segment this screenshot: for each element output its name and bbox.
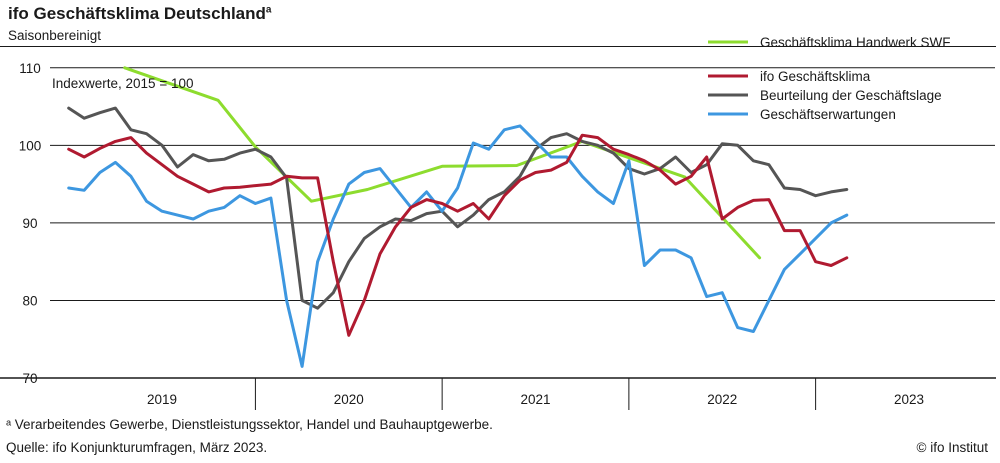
series-line-1 — [67, 133, 849, 337]
copyright: © ifo Institut — [916, 440, 988, 455]
x-tick-label-2023: 2023 — [894, 392, 924, 407]
y-tick-label-110: 110 — [19, 61, 41, 76]
grid-lines — [50, 67, 995, 301]
series-line-2 — [67, 106, 849, 310]
series-lines — [67, 66, 849, 368]
legend-label-3: Geschäftserwartungen — [760, 107, 896, 122]
legend-label-0: Geschäftsklima Handwerk SWF — [760, 35, 951, 50]
x-tick-label-2021: 2021 — [520, 392, 550, 407]
chart-subtitle: Saisonbereinigt — [8, 28, 102, 43]
x-tick-label-2019: 2019 — [147, 392, 177, 407]
series-line-3 — [67, 124, 849, 368]
legend-label-2: Beurteilung der Geschäftslage — [760, 88, 942, 103]
source-note: Quelle: ifo Konjunkturumfragen, März 202… — [6, 440, 268, 455]
legend: Geschäftsklima Handwerk SWF ifo Geschäfts… — [708, 35, 951, 122]
legend-label-1: ifo Geschäftsklima — [760, 69, 871, 84]
series-line-0 — [123, 66, 762, 260]
x-axis: 2019 2020 2021 2022 2023 — [0, 377, 996, 410]
y-axis-label: Indexwerte, 2015 = 100 — [52, 76, 193, 91]
chart-title: ifo Geschäftsklima Deutschlanda — [8, 4, 271, 24]
x-tick-label-2020: 2020 — [334, 392, 364, 407]
header-rule — [0, 46, 996, 47]
chart-title-text: ifo Geschäftsklima Deutschland — [8, 4, 266, 23]
y-tick-label-100: 100 — [19, 138, 42, 153]
y-tick-label-90: 90 — [22, 216, 37, 231]
chart-title-footnote-marker: a — [265, 4, 272, 16]
footnote: ᵃ Verarbeitendes Gewerbe, Dienstleistung… — [6, 417, 493, 432]
y-tick-label-80: 80 — [22, 293, 37, 308]
x-tick-label-2022: 2022 — [707, 392, 737, 407]
